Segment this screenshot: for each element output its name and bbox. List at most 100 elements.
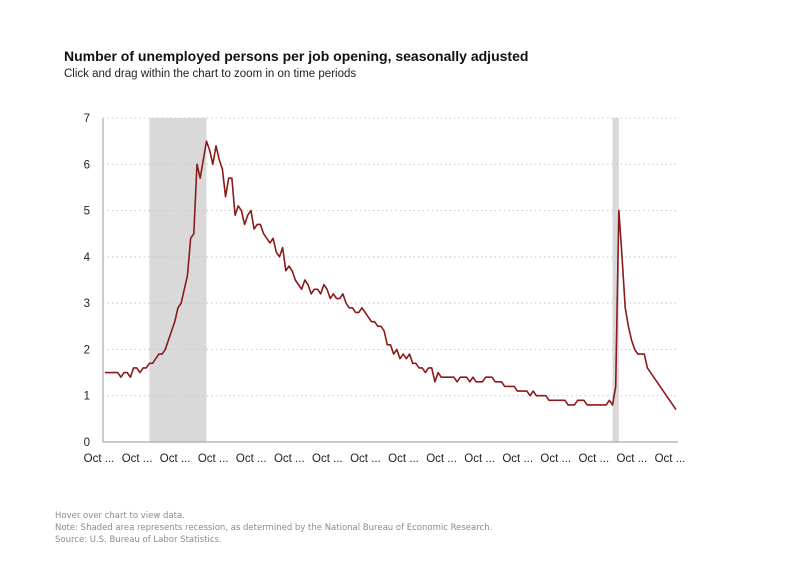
data-point[interactable] (170, 329, 173, 332)
data-point[interactable] (306, 283, 309, 286)
data-point[interactable] (424, 371, 427, 374)
data-point[interactable] (354, 311, 357, 314)
data-point[interactable] (192, 232, 195, 235)
data-point[interactable] (262, 232, 265, 235)
data-point[interactable] (436, 371, 439, 374)
data-point[interactable] (379, 325, 382, 328)
data-point[interactable] (538, 394, 541, 397)
data-point[interactable] (199, 177, 202, 180)
data-point[interactable] (455, 380, 458, 383)
data-point[interactable] (246, 214, 249, 217)
data-point[interactable] (646, 366, 649, 369)
data-point[interactable] (237, 204, 240, 207)
data-point[interactable] (110, 371, 113, 374)
data-point[interactable] (598, 403, 601, 406)
data-point[interactable] (586, 403, 589, 406)
data-point[interactable] (503, 385, 506, 388)
data-point[interactable] (674, 408, 677, 411)
data-point[interactable] (287, 265, 290, 268)
data-point[interactable] (335, 297, 338, 300)
data-point[interactable] (227, 177, 230, 180)
data-point[interactable] (570, 403, 573, 406)
data-point[interactable] (294, 278, 297, 281)
data-point[interactable] (160, 352, 163, 355)
data-point[interactable] (205, 140, 208, 143)
data-point[interactable] (668, 399, 671, 402)
data-point[interactable] (462, 376, 465, 379)
data-point[interactable] (389, 343, 392, 346)
data-point[interactable] (519, 389, 522, 392)
data-point[interactable] (180, 302, 183, 305)
data-point[interactable] (662, 389, 665, 392)
data-point[interactable] (297, 283, 300, 286)
data-point[interactable] (164, 348, 167, 351)
data-point[interactable] (376, 325, 379, 328)
data-point[interactable] (614, 385, 617, 388)
data-point[interactable] (655, 380, 658, 383)
data-point[interactable] (259, 223, 262, 226)
data-point[interactable] (522, 389, 525, 392)
data-point[interactable] (605, 403, 608, 406)
data-point[interactable] (484, 376, 487, 379)
data-point[interactable] (475, 380, 478, 383)
data-point[interactable] (544, 394, 547, 397)
data-point[interactable] (224, 195, 227, 198)
data-point[interactable] (528, 394, 531, 397)
data-point[interactable] (573, 403, 576, 406)
data-point[interactable] (506, 385, 509, 388)
data-point[interactable] (360, 306, 363, 309)
data-point[interactable] (535, 394, 538, 397)
data-point[interactable] (652, 376, 655, 379)
data-point[interactable] (551, 399, 554, 402)
data-point[interactable] (589, 403, 592, 406)
data-point[interactable] (649, 371, 652, 374)
data-point[interactable] (487, 376, 490, 379)
data-point[interactable] (643, 352, 646, 355)
data-point[interactable] (145, 366, 148, 369)
data-point[interactable] (218, 158, 221, 161)
data-point[interactable] (348, 306, 351, 309)
data-point[interactable] (154, 357, 157, 360)
data-point[interactable] (383, 329, 386, 332)
data-point[interactable] (452, 376, 455, 379)
data-point[interactable] (310, 292, 313, 295)
data-point[interactable] (202, 158, 205, 161)
data-point[interactable] (659, 385, 662, 388)
data-point[interactable] (398, 357, 401, 360)
data-point[interactable] (500, 380, 503, 383)
data-point[interactable] (233, 214, 236, 217)
data-point[interactable] (116, 371, 119, 374)
data-point[interactable] (189, 237, 192, 240)
data-point[interactable] (325, 288, 328, 291)
data-point[interactable] (611, 403, 614, 406)
data-point[interactable] (405, 357, 408, 360)
data-point[interactable] (316, 288, 319, 291)
data-point[interactable] (122, 371, 125, 374)
data-point[interactable] (341, 292, 344, 295)
data-point[interactable] (459, 376, 462, 379)
data-point[interactable] (291, 269, 294, 272)
line-chart[interactable]: 0 1 2 3 4 5 6 7 Oct ... Oct ... Oct ... Oct ... Oct … (0, 0, 800, 500)
data-point[interactable] (633, 348, 636, 351)
data-point[interactable] (554, 399, 557, 402)
data-point[interactable] (332, 292, 335, 295)
data-point[interactable] (513, 385, 516, 388)
data-point[interactable] (240, 209, 243, 212)
data-point[interactable] (183, 288, 186, 291)
data-point[interactable] (617, 209, 620, 212)
data-point[interactable] (671, 403, 674, 406)
data-point[interactable] (357, 311, 360, 314)
data-point[interactable] (525, 389, 528, 392)
data-point[interactable] (186, 274, 189, 277)
data-point[interactable] (532, 389, 535, 392)
data-point[interactable] (351, 306, 354, 309)
data-point[interactable] (592, 403, 595, 406)
data-point[interactable] (427, 366, 430, 369)
data-point[interactable] (478, 380, 481, 383)
data-point[interactable] (211, 163, 214, 166)
data-point[interactable] (113, 371, 116, 374)
data-point[interactable] (208, 149, 211, 152)
data-point[interactable] (313, 288, 316, 291)
data-point[interactable] (468, 380, 471, 383)
data-point[interactable] (119, 376, 122, 379)
